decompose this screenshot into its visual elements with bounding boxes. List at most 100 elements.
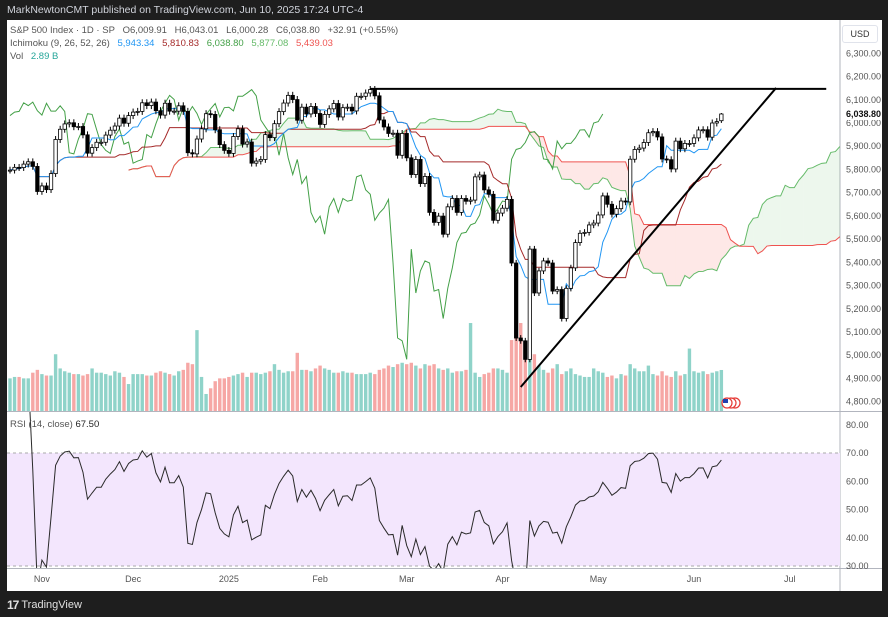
candle-body bbox=[71, 122, 76, 128]
candle-body bbox=[140, 102, 145, 112]
volume-bar bbox=[204, 393, 208, 411]
ichimoku-cloud-segment bbox=[329, 128, 334, 147]
volume-bar bbox=[363, 374, 368, 411]
rsi-label[interactable]: RSI (14, close) bbox=[10, 419, 73, 430]
ichimoku-cloud-segment bbox=[238, 145, 243, 155]
candle-body bbox=[359, 95, 364, 98]
time-tick-label: 2025 bbox=[219, 574, 239, 584]
ichimoku-cloud-segment bbox=[461, 121, 466, 130]
candle bbox=[190, 149, 195, 158]
candle-body bbox=[349, 106, 355, 112]
candle bbox=[682, 140, 687, 153]
candle bbox=[299, 103, 304, 124]
volume-bar bbox=[587, 376, 591, 411]
volume-bar bbox=[345, 372, 350, 411]
ichimoku-cloud-segment bbox=[753, 217, 758, 254]
ichimoku-cloud-segment bbox=[388, 138, 394, 147]
volume-bar bbox=[519, 323, 523, 411]
candle-body bbox=[117, 117, 122, 127]
candle bbox=[135, 107, 140, 116]
volume-bar bbox=[213, 381, 217, 411]
candle-body bbox=[222, 144, 227, 151]
ichimoku-cloud-segment bbox=[206, 147, 211, 158]
volume-bar bbox=[8, 378, 12, 411]
volume-bar bbox=[405, 364, 409, 411]
candle-body bbox=[404, 133, 409, 159]
volume-bar bbox=[354, 374, 359, 411]
volume-bar bbox=[651, 374, 655, 411]
volume-bar bbox=[386, 365, 391, 411]
ichimoku-cloud-segment bbox=[748, 218, 754, 247]
candle-body bbox=[609, 203, 615, 215]
volume-label[interactable]: Vol bbox=[10, 51, 24, 62]
candle-body bbox=[135, 110, 140, 113]
candle-body bbox=[308, 106, 314, 115]
candle bbox=[659, 133, 665, 163]
volume-bar bbox=[491, 368, 496, 411]
ichimoku-cloud-segment bbox=[675, 224, 681, 286]
candle-body bbox=[564, 287, 569, 319]
volume-bar bbox=[140, 374, 144, 411]
ichimoku-base-value: 5,810.83 bbox=[162, 38, 200, 49]
volume-bar bbox=[177, 371, 181, 411]
ichimoku-cloud-segment bbox=[762, 199, 767, 251]
candle bbox=[573, 239, 578, 272]
candle-body bbox=[381, 119, 387, 128]
ichimoku-label[interactable]: Ichimoku (9, 26, 52, 26) bbox=[10, 38, 110, 49]
volume-bar bbox=[674, 371, 678, 411]
candle bbox=[231, 133, 236, 157]
time-tick-label: Nov bbox=[34, 574, 51, 584]
ichimoku-cloud-segment bbox=[306, 127, 311, 147]
candle bbox=[317, 109, 323, 128]
footer-brand[interactable]: TradingView bbox=[21, 599, 82, 611]
volume-bar bbox=[318, 365, 322, 411]
candle-body bbox=[659, 136, 665, 160]
candle-body bbox=[21, 163, 26, 168]
volume-bar bbox=[423, 364, 427, 411]
candle bbox=[203, 110, 209, 133]
candle-body bbox=[199, 128, 204, 140]
candle bbox=[477, 171, 482, 181]
candle bbox=[719, 113, 724, 123]
volume-bar bbox=[332, 372, 336, 411]
ichimoku-lagging-value: 6,038.80 bbox=[206, 38, 244, 49]
ichimoku-cloud-segment bbox=[593, 161, 599, 184]
volume-bar bbox=[190, 364, 195, 411]
candle bbox=[94, 138, 99, 152]
candle bbox=[39, 182, 45, 195]
candle bbox=[153, 98, 159, 115]
ichimoku-cloud-segment bbox=[452, 121, 457, 130]
candle-body bbox=[322, 114, 327, 125]
candle-body bbox=[495, 212, 501, 221]
price-tick-label: 6,200.00 bbox=[846, 72, 881, 82]
candle-body bbox=[108, 129, 113, 136]
currency-label[interactable]: USD bbox=[842, 25, 878, 43]
candle-body bbox=[409, 157, 414, 175]
time-tick-label: May bbox=[590, 574, 608, 584]
candle-body bbox=[304, 106, 309, 115]
candle bbox=[386, 123, 391, 137]
volume-bar bbox=[295, 352, 299, 411]
candle-body bbox=[454, 198, 459, 213]
candle bbox=[468, 196, 473, 205]
candle-body bbox=[372, 89, 377, 97]
ichimoku-cloud-segment bbox=[447, 120, 453, 130]
volume-bar bbox=[395, 364, 400, 411]
symbol-name[interactable]: S&P 500 Index · 1D · SP bbox=[10, 25, 115, 36]
candle-body bbox=[203, 113, 209, 130]
ichimoku-cloud-segment bbox=[370, 139, 375, 147]
candle-body bbox=[44, 185, 49, 191]
volume-bar bbox=[710, 372, 714, 411]
volume-bar bbox=[300, 369, 304, 411]
candle-body bbox=[559, 289, 564, 319]
candle-body bbox=[336, 103, 341, 118]
volume-bar bbox=[719, 369, 724, 411]
candle-body bbox=[345, 106, 350, 109]
ichimoku-cloud-segment bbox=[516, 122, 521, 127]
candle-body bbox=[162, 102, 168, 116]
candle bbox=[117, 114, 122, 130]
candle-body bbox=[655, 131, 660, 138]
candle bbox=[245, 138, 250, 148]
volume-bar bbox=[322, 368, 327, 411]
